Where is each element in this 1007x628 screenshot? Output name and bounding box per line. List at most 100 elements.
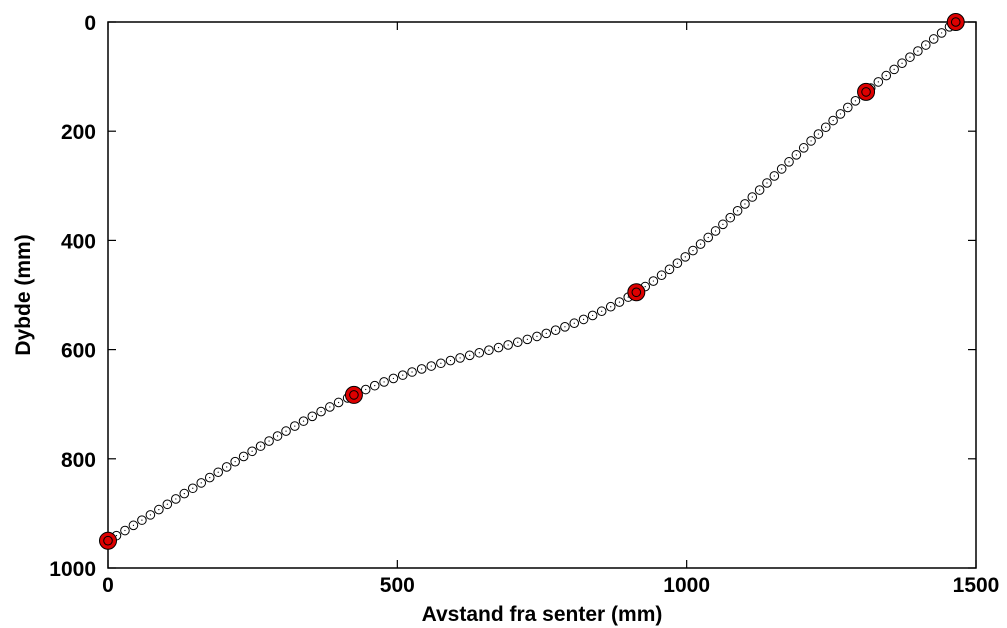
curve-point-dot: [722, 223, 724, 225]
curve-point-dot: [825, 126, 827, 128]
curve-point-dot: [601, 310, 603, 312]
curve-point-dot: [854, 100, 857, 102]
curve-point-dot: [847, 106, 849, 109]
curve-point-dot: [627, 296, 629, 298]
curve-point-dot: [652, 280, 654, 282]
curve-point-dot: [668, 268, 671, 270]
control-point-ring: [103, 535, 113, 546]
y-tick-label: 1000: [49, 558, 96, 581]
curve-point-dot: [251, 450, 253, 452]
curve-point-dot: [276, 435, 279, 437]
x-tick-label: 0: [102, 574, 114, 597]
curve-point-dot: [526, 338, 528, 340]
curve-point-dot: [124, 529, 126, 532]
curve-point-dot: [488, 349, 490, 351]
control-point: [344, 385, 363, 404]
curve-point-dot: [320, 410, 322, 413]
curve-point-dot: [421, 368, 423, 370]
curve-point-dot: [158, 508, 160, 511]
curve-point-dot: [209, 476, 211, 479]
curve-point-dot: [132, 524, 135, 526]
curve-point-dot: [449, 359, 452, 362]
x-tick-label: 500: [380, 574, 415, 597]
curve-point-dot: [459, 357, 461, 359]
curve-point-dot: [469, 354, 471, 356]
plot-area: [107, 21, 977, 569]
curve-point-dot: [166, 503, 168, 505]
curve-point-dot: [478, 352, 480, 354]
curve-point-dot: [582, 318, 585, 320]
curve-point-dot: [545, 332, 547, 334]
curve-point-dot: [226, 466, 228, 468]
x-tick-label: 1500: [953, 574, 1000, 597]
curve-point-dot: [392, 377, 395, 380]
curve-point-dot: [141, 519, 143, 521]
curve-point-dot: [729, 217, 731, 219]
curve-point-dot: [788, 161, 790, 163]
curve-point-dot: [517, 341, 519, 343]
control-point: [99, 531, 117, 550]
curve-point-dot: [402, 374, 404, 376]
curve-point-dot: [901, 62, 903, 64]
y-tick-label: 200: [61, 121, 96, 144]
curve-point-dot: [832, 119, 834, 122]
curve-point-dot: [736, 210, 739, 212]
control-point-ring: [950, 17, 961, 27]
curve-point-dot: [294, 425, 296, 427]
control-point: [857, 82, 876, 101]
curve-point-dot: [618, 301, 621, 303]
curve-point-dot: [555, 329, 557, 331]
curve-point-dot: [893, 68, 895, 70]
curve-point-dot: [149, 514, 151, 516]
curve-point-dot: [497, 347, 500, 349]
control-point: [627, 283, 646, 302]
x-axis-label: Avstand fra senter (mm): [422, 603, 663, 626]
control-point-ring: [349, 390, 359, 400]
curve-point-dot: [925, 44, 927, 46]
curve-point-dot: [795, 154, 797, 156]
curve-point-dot: [933, 38, 935, 40]
curve-point-dot: [564, 326, 566, 328]
curve-point-dot: [744, 203, 746, 205]
axis-ticks: [107, 21, 977, 569]
curve-point-dot: [217, 471, 219, 473]
curve-point-dot: [259, 445, 262, 447]
curve-point-dot: [337, 401, 340, 404]
curve-point-dot: [941, 32, 943, 34]
curve-point-dot: [200, 482, 202, 484]
curve-point-dot: [268, 440, 270, 442]
curve-point-dot: [192, 487, 194, 489]
curve-point-dot: [383, 381, 385, 383]
y-tick-label: 600: [61, 340, 96, 363]
y-tick-label: 400: [61, 230, 96, 253]
curve-point-dot: [365, 388, 367, 391]
curve-point-dot: [440, 362, 442, 364]
curve-point-dot: [660, 274, 663, 276]
curve-point-dot: [773, 175, 775, 177]
curve-point-dot: [610, 306, 612, 308]
curve-point-dot: [766, 182, 768, 184]
curve-point-dot: [917, 50, 919, 52]
curve-point-dot: [803, 147, 805, 149]
curve-point-dot: [810, 140, 812, 142]
y-tick-label: 800: [61, 449, 96, 472]
curve-point-dot: [781, 168, 783, 170]
curve-point-dot: [374, 385, 376, 387]
y-tick-label: 0: [84, 12, 96, 35]
curve-point-dot: [411, 371, 413, 373]
x-tick-label: 1000: [663, 574, 710, 597]
curve-point-dot: [885, 75, 887, 77]
curve-point-dot: [243, 455, 245, 458]
curve-point-dot: [329, 406, 331, 408]
curve-point-dot: [592, 314, 594, 317]
curve-point-dot: [183, 493, 185, 495]
curve-point-dot: [839, 113, 842, 115]
curve-point-dot: [714, 230, 717, 232]
curve-point-dot: [175, 498, 177, 500]
curve-points: [103, 22, 955, 546]
control-point: [946, 13, 965, 31]
curve-point-dot: [430, 365, 432, 367]
curve-point-dot: [676, 262, 679, 264]
curve-point-dot: [507, 344, 509, 346]
curve-point-dot: [311, 415, 313, 417]
